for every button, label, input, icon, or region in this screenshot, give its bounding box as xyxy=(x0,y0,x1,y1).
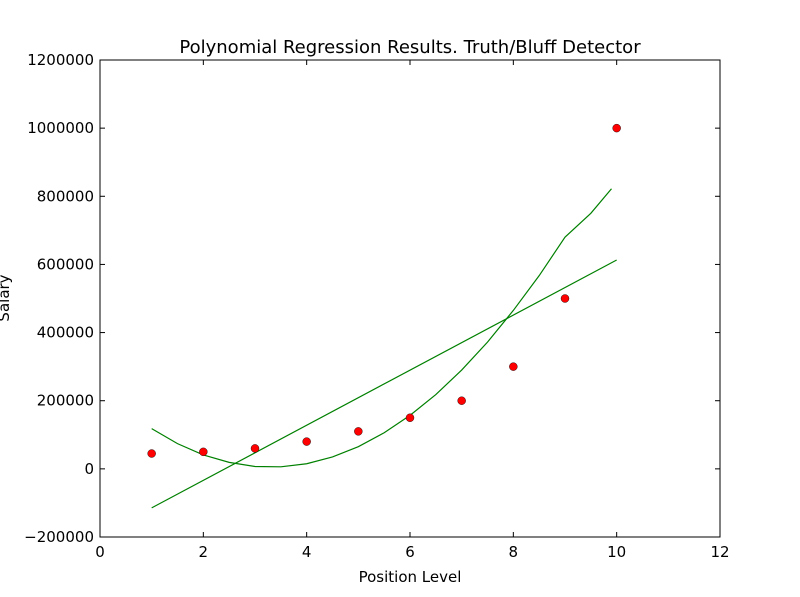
y-tick-label: 1200000 xyxy=(27,51,94,69)
chart-marks xyxy=(147,123,621,509)
x-tick-label: 0 xyxy=(95,543,105,561)
x-tick-label: 4 xyxy=(302,543,312,561)
x-tick-label: 2 xyxy=(199,543,209,561)
data-point xyxy=(302,437,311,446)
data-point xyxy=(457,396,466,405)
x-axis-label: Position Level xyxy=(359,568,462,586)
x-tick-label: 12 xyxy=(710,543,729,561)
y-tick-label: 0 xyxy=(84,460,94,478)
y-tick-label: 400000 xyxy=(37,324,94,342)
data-point xyxy=(560,294,570,303)
data-point xyxy=(250,444,260,453)
series-line-2 xyxy=(151,188,612,468)
y-tick-label: 800000 xyxy=(37,187,94,205)
data-point xyxy=(612,123,621,133)
x-tick-label: 10 xyxy=(607,543,626,561)
plot-background xyxy=(100,60,720,537)
data-point xyxy=(509,362,518,371)
data-point xyxy=(199,447,208,457)
x-tick-label: 8 xyxy=(509,543,519,561)
x-tick-label: 6 xyxy=(405,543,415,561)
y-tick-label: 600000 xyxy=(37,255,94,273)
data-point xyxy=(147,449,156,458)
y-tick-label: 200000 xyxy=(37,392,94,410)
y-tick-label: −200000 xyxy=(24,528,94,546)
axis-ticks: 0 2 4 6 8 10 12−200000020000040000060000080000… xyxy=(24,51,729,561)
data-point xyxy=(405,413,415,422)
series-line-1 xyxy=(151,259,617,509)
chart-title: Polynomial Regression Results. Truth/Blu… xyxy=(179,37,641,58)
data-point xyxy=(354,427,363,436)
y-axis-label: Salary xyxy=(0,274,13,321)
y-tick-label: 1000000 xyxy=(27,119,94,137)
